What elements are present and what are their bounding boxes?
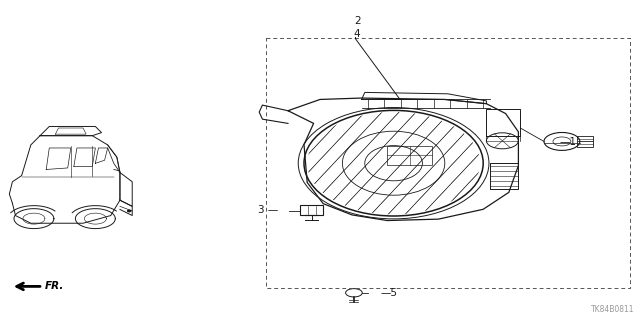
Text: FR.: FR. xyxy=(45,281,64,292)
Text: TK84B0811: TK84B0811 xyxy=(591,305,635,314)
Text: —5: —5 xyxy=(381,288,398,298)
Text: 3 —: 3 — xyxy=(258,204,278,215)
Text: —1: —1 xyxy=(560,137,577,148)
Text: 2: 2 xyxy=(354,16,360,26)
Circle shape xyxy=(127,210,131,212)
Text: 4: 4 xyxy=(354,28,360,39)
